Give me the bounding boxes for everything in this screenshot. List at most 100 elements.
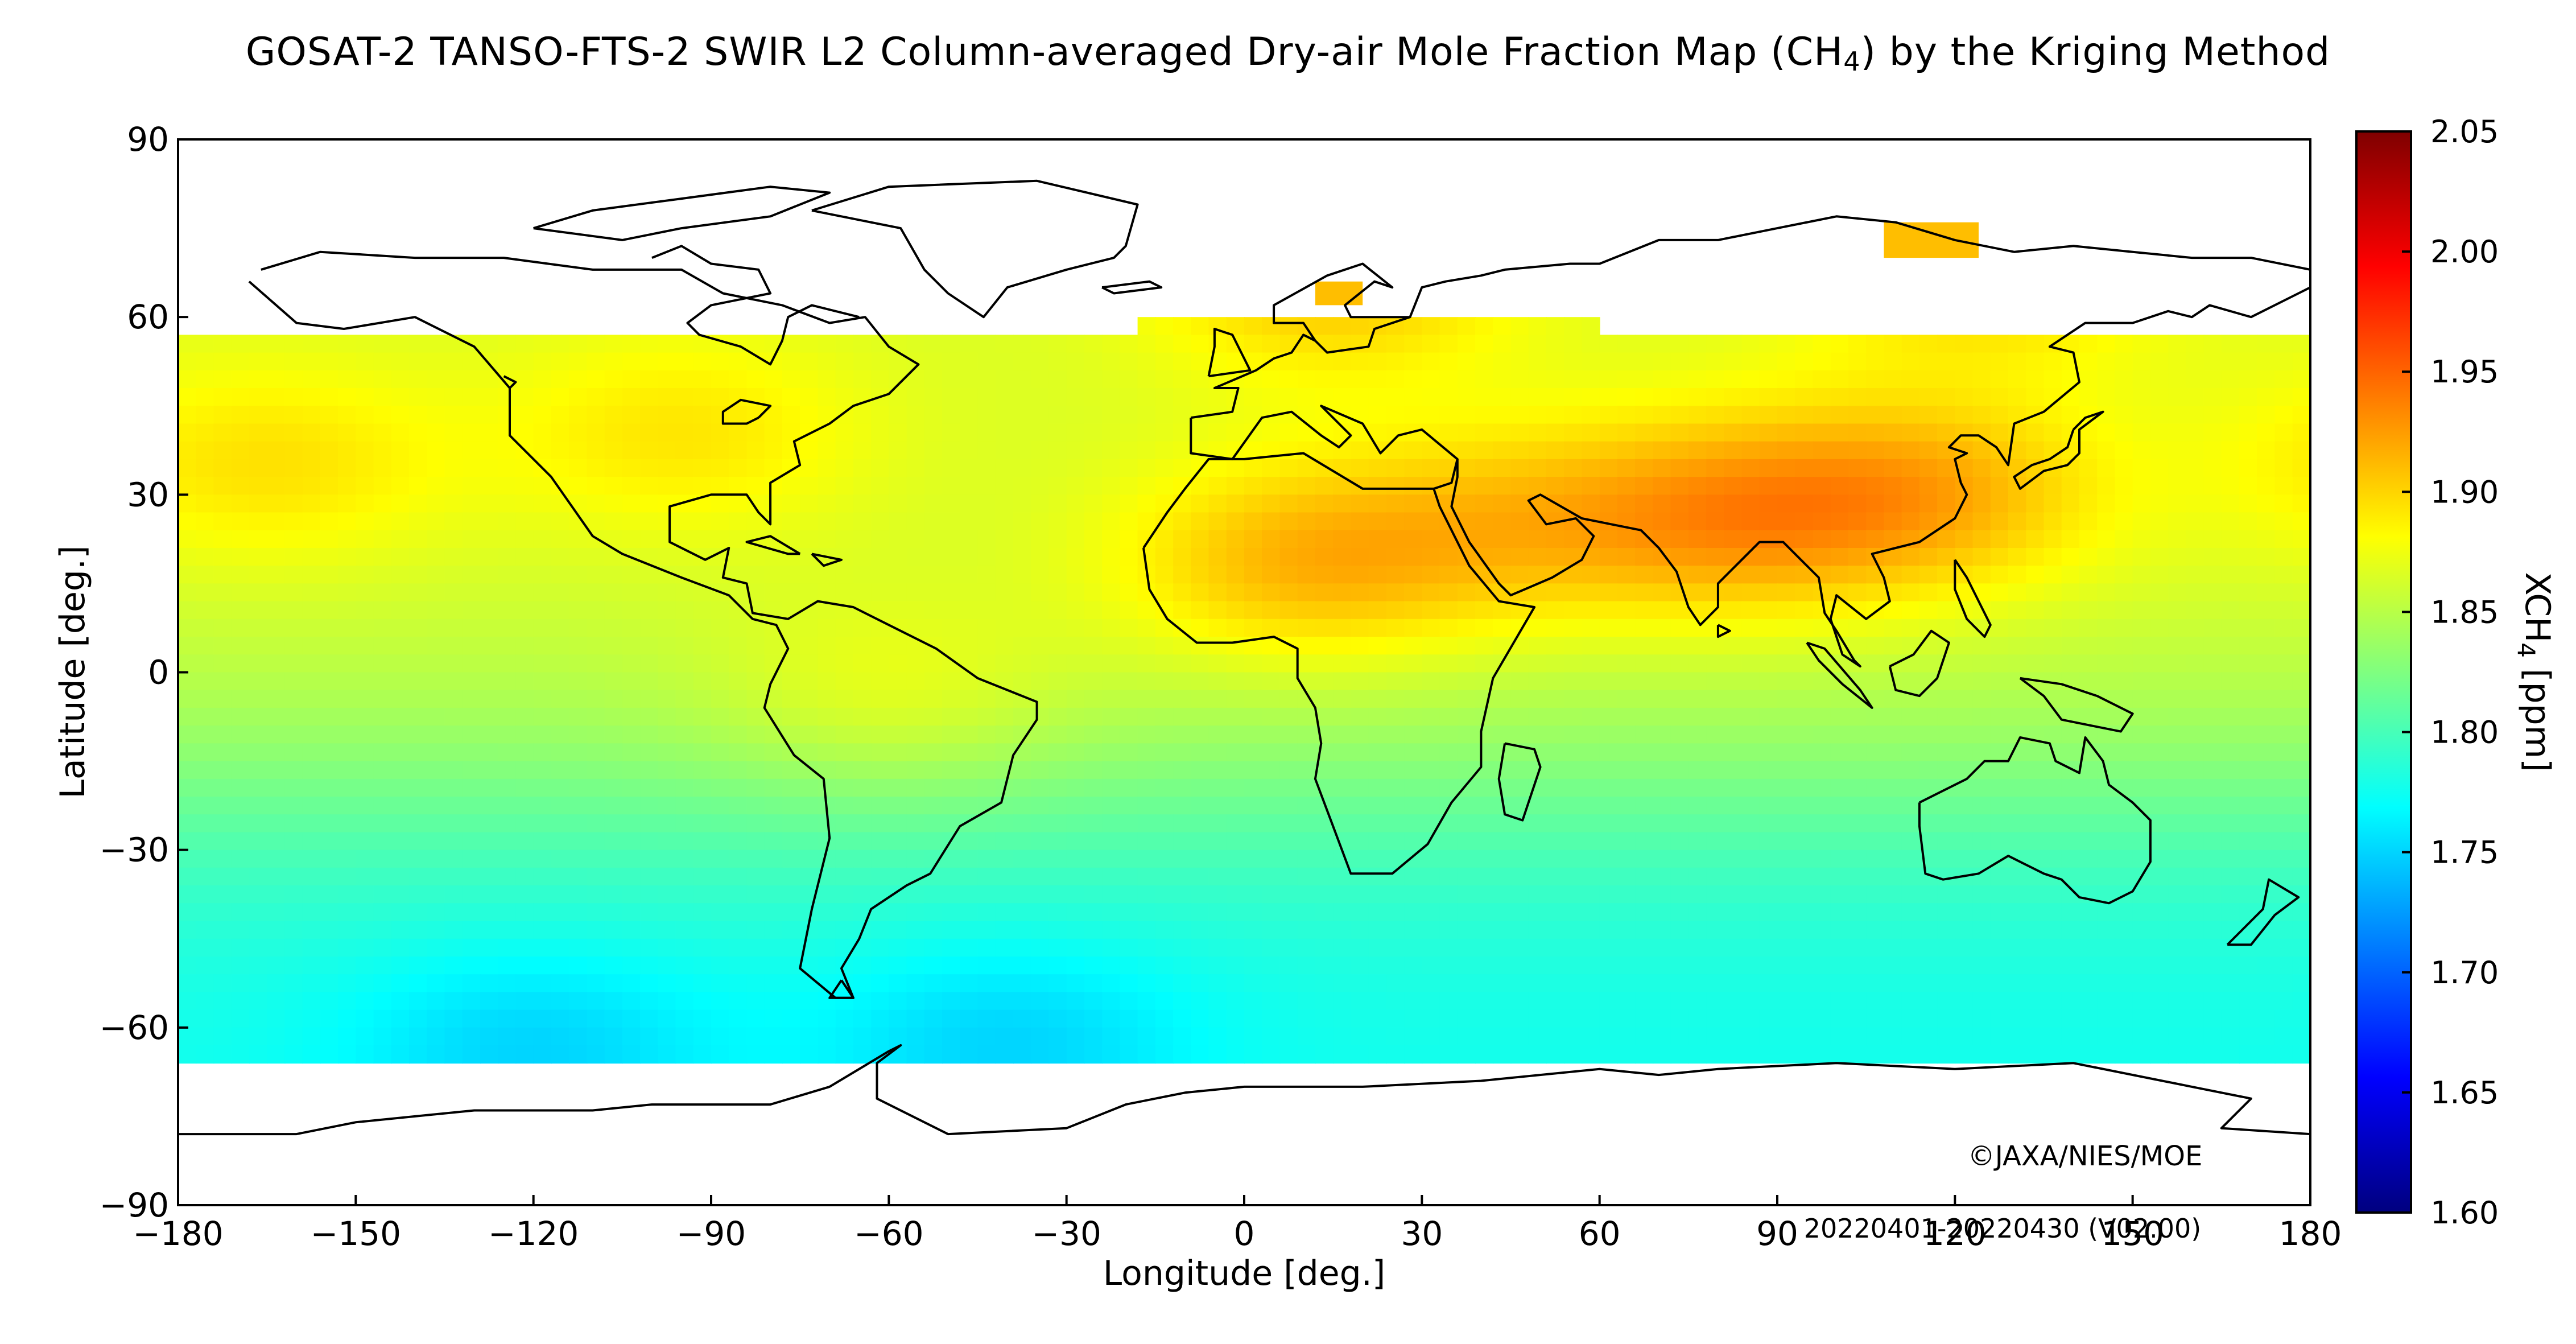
- field-cell: [1795, 654, 1814, 673]
- field-cell: [640, 974, 659, 993]
- field-cell: [942, 690, 961, 708]
- field-cell: [1670, 850, 1689, 868]
- field-cell: [356, 992, 374, 1011]
- field-cell: [2168, 938, 2187, 957]
- field-cell: [889, 797, 907, 815]
- field-cell: [444, 423, 463, 442]
- field-cell: [2061, 654, 2080, 673]
- field-cell: [1741, 690, 1760, 708]
- field-cell: [889, 974, 907, 993]
- field-cell: [2026, 1027, 2045, 1046]
- field-cell: [427, 992, 445, 1011]
- field-cell: [1990, 352, 2009, 371]
- field-cell: [1937, 725, 1956, 744]
- field-cell: [764, 370, 783, 389]
- field-cell: [995, 867, 1014, 887]
- field-cell: [1439, 1009, 1458, 1028]
- field-cell: [1226, 548, 1245, 567]
- field-cell: [1333, 672, 1352, 691]
- field-cell: [231, 441, 250, 460]
- field-cell: [1351, 850, 1369, 868]
- field-cell: [942, 1009, 961, 1028]
- field-cell: [1955, 921, 1974, 939]
- field-cell: [1031, 1045, 1050, 1064]
- field-cell: [1528, 938, 1547, 957]
- field-cell: [2150, 921, 2169, 939]
- field-cell: [853, 1009, 872, 1028]
- field-cell: [1866, 423, 1885, 442]
- field-cell: [1120, 1009, 1138, 1028]
- field-cell: [835, 477, 854, 496]
- field-cell: [1635, 1027, 1654, 1046]
- field-cell: [1830, 548, 1849, 567]
- field-cell: [746, 867, 765, 887]
- field-cell: [1741, 1009, 1760, 1028]
- field-cell: [1262, 832, 1281, 851]
- field-cell: [2061, 957, 2080, 975]
- field-cell: [1368, 743, 1387, 762]
- field-cell: [213, 406, 232, 424]
- field-cell: [2239, 637, 2258, 655]
- field-cell: [1741, 743, 1760, 762]
- field-cell: [1493, 903, 1512, 922]
- field-cell: [2008, 903, 2027, 922]
- field-cell: [1191, 885, 1209, 904]
- field-cell: [658, 459, 676, 478]
- field-cell: [995, 548, 1014, 567]
- field-cell: [2168, 885, 2187, 904]
- field-cell: [1297, 512, 1316, 531]
- field-cell: [2008, 885, 2027, 904]
- field-cell: [1137, 423, 1156, 442]
- field-cell: [2203, 619, 2222, 637]
- field-cell: [1226, 690, 1245, 708]
- field-cell: [1919, 388, 1938, 407]
- field-cell: [302, 832, 321, 851]
- field-cell: [1173, 903, 1192, 922]
- field-cell: [2274, 1027, 2293, 1046]
- field-cell: [1670, 370, 1689, 389]
- field-cell: [818, 423, 836, 442]
- field-cell: [835, 352, 854, 371]
- field-cell: [302, 974, 321, 993]
- field-cell: [178, 477, 197, 496]
- field-cell: [1582, 1009, 1600, 1028]
- field-cell: [1813, 370, 1831, 389]
- field-cell: [1546, 761, 1565, 780]
- field-cell: [977, 352, 996, 371]
- field-cell: [2115, 867, 2133, 887]
- field-cell: [782, 690, 801, 708]
- field-cell: [320, 477, 339, 496]
- field-cell: [906, 335, 925, 353]
- field-cell: [1084, 477, 1103, 496]
- field-cell: [1279, 885, 1298, 904]
- field-cell: [1653, 459, 1671, 478]
- field-cell: [1048, 814, 1067, 833]
- field-cell: [2292, 867, 2310, 887]
- field-cell: [2008, 388, 2027, 407]
- field-cell: [1013, 1009, 1032, 1028]
- field-cell: [2061, 743, 2080, 762]
- field-cell: [1706, 459, 1725, 478]
- field-cell: [1439, 423, 1458, 442]
- field-cell: [622, 725, 641, 744]
- field-cell: [1404, 530, 1423, 549]
- field-cell: [711, 832, 730, 851]
- field-cell: [1777, 370, 1796, 389]
- field-cell: [2150, 707, 2169, 727]
- field-cell: [1457, 1027, 1476, 1046]
- field-cell: [1404, 388, 1423, 407]
- field-cell: [2026, 832, 2045, 851]
- field-cell: [1582, 441, 1600, 460]
- field-cell: [1777, 797, 1796, 815]
- field-cell: [1244, 548, 1263, 567]
- field-cell: [249, 707, 268, 727]
- field-cell: [1528, 530, 1547, 549]
- field-cell: [356, 548, 374, 567]
- field-cell: [320, 850, 339, 868]
- field-cell: [1120, 548, 1138, 567]
- field-cell: [1297, 743, 1316, 762]
- field-cell: [480, 406, 499, 424]
- field-cell: [1866, 1009, 1885, 1028]
- field-cell: [1368, 1027, 1387, 1046]
- field-cell: [1866, 992, 1885, 1011]
